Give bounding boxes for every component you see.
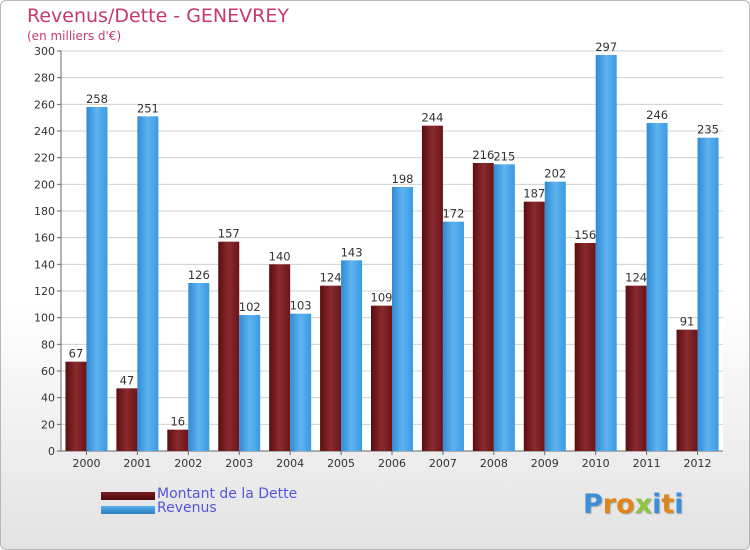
bar-revenus [188,283,210,451]
bar-revenus [86,107,108,451]
bar-dette [523,201,545,451]
y-tick-label: 220 [34,152,55,165]
x-tick-label: 2000 [72,457,100,470]
x-tick-label: 2004 [276,457,304,470]
bar-dette [574,243,596,451]
y-tick-label: 20 [41,418,55,431]
bar-dette [218,241,240,451]
data-label: 157 [218,227,240,241]
bar-revenus [341,260,363,451]
bar-revenus [595,55,617,451]
data-label: 47 [120,373,135,387]
x-tick-label: 2009 [531,457,559,470]
data-label: 215 [493,149,515,163]
chart-subtitle: (en milliers d'€) [27,29,122,43]
bar-revenus [137,116,159,451]
y-tick-label: 260 [34,98,55,111]
bar-dette [676,329,698,451]
bar-dette [116,388,138,451]
proxiti-logo: Proxiti [583,489,684,520]
data-label: 91 [680,315,695,329]
data-label: 251 [137,101,159,115]
data-label: 140 [269,249,291,263]
data-label: 258 [86,92,108,106]
y-tick-label: 240 [34,125,55,138]
data-label: 156 [574,228,596,242]
y-tick-label: 0 [48,445,55,458]
bar-revenus [290,313,312,451]
y-tick-label: 60 [41,365,55,378]
x-tick-label: 2007 [429,457,457,470]
data-label: 16 [170,415,185,429]
data-label: 126 [188,268,210,282]
bar-dette [472,163,494,451]
bar-revenus [697,137,719,451]
bar-revenus [239,315,261,451]
logo-letter: x [634,489,653,520]
data-label: 235 [697,123,719,137]
data-label: 143 [341,245,363,259]
bar-dette [371,305,392,451]
logo-letter: i [652,489,662,520]
data-label: 198 [392,172,414,186]
y-tick-label: 200 [34,178,55,191]
y-tick-label: 140 [34,258,55,271]
y-tick-label: 100 [34,312,55,325]
data-label: 67 [69,347,84,361]
y-tick-label: 40 [41,392,55,405]
bar-dette [269,264,291,451]
bar-dette [625,285,647,451]
logo-letter: P [583,489,603,520]
data-label: 202 [544,167,566,181]
bar-dette [167,429,189,451]
x-tick-label: 2002 [174,457,202,470]
bar-revenus [442,221,464,451]
legend-swatch-dette [101,492,155,500]
data-label: 102 [239,300,261,314]
logo-letter: r [602,489,617,520]
logo-letter: o [616,489,635,520]
logo-letter: i [674,489,684,520]
x-tick-label: 2010 [582,457,610,470]
x-tick-label: 2006 [378,457,406,470]
bar-dette [421,125,443,452]
data-label: 244 [421,111,443,125]
data-label: 187 [523,187,545,201]
data-label: 172 [442,207,464,221]
y-tick-label: 180 [34,205,55,218]
x-tick-label: 2003 [225,457,253,470]
bar-revenus [646,123,668,451]
y-tick-label: 160 [34,232,55,245]
y-tick-label: 280 [34,72,55,85]
legend-label-dette: Montant de la Dette [157,486,298,502]
x-tick-label: 2012 [684,457,712,470]
legend-label-revenus: Revenus [157,500,217,516]
data-label: 124 [320,271,342,285]
data-label: 124 [625,271,647,285]
bar-dette [65,361,87,451]
x-tick-label: 2008 [480,457,508,470]
x-tick-label: 2001 [123,457,151,470]
bar-dette [320,285,342,451]
legend-swatch-revenus [101,506,155,514]
data-label: 246 [646,108,668,122]
chart-title: Revenus/Dette - GENEVREY [27,5,289,27]
data-label: 103 [290,299,312,313]
x-tick-label: 2005 [327,457,355,470]
y-tick-label: 300 [34,45,55,58]
bar-revenus [392,187,413,451]
data-label: 297 [595,40,617,54]
bar-revenus [544,181,566,451]
x-tick-label: 2011 [633,457,661,470]
bar-revenus [493,164,515,452]
data-label: 216 [472,148,494,162]
data-label: 109 [371,291,393,305]
logo-letter: t [661,489,675,520]
y-tick-label: 120 [34,285,55,298]
y-tick-label: 80 [41,338,55,351]
